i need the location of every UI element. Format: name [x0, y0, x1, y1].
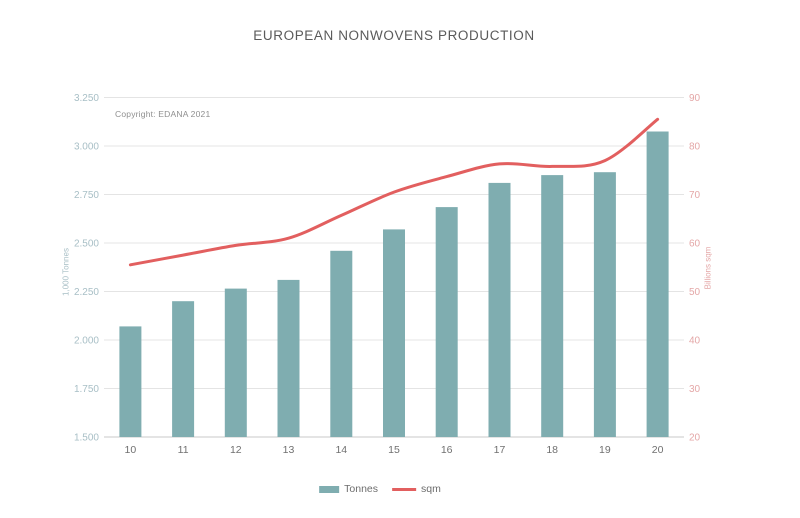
x-axis-tick-label: 11 — [178, 444, 189, 456]
sqm-line — [128, 117, 660, 267]
bar-20 — [646, 131, 669, 437]
bar-17 — [488, 182, 511, 437]
chart-title: EUROPEAN NONWOVENS PRODUCTION — [253, 28, 535, 43]
bar-15 — [383, 229, 405, 437]
x-axis-tick-label: 10 — [125, 444, 137, 456]
bar-18 — [541, 175, 564, 437]
x-axis-tick-label: 14 — [335, 444, 347, 456]
left-axis-tick-label: 2.750 — [74, 190, 99, 201]
legend-item-sqm: sqm — [392, 483, 441, 495]
legend-label-tonnes: Tonnes — [344, 483, 379, 495]
right-axis-tick-label: 20 — [689, 433, 701, 444]
x-axis-tick-label: 18 — [546, 444, 558, 456]
right-axis-tick-label: 80 — [689, 142, 701, 153]
x-axis-tick-label: 17 — [494, 444, 506, 456]
right-axis-tick-label: 90 — [689, 93, 701, 104]
bar-13 — [277, 279, 300, 437]
x-axis-tick-label: 13 — [283, 444, 295, 456]
x-axis-tick-label: 16 — [441, 444, 453, 456]
left-axis-tick-label: 2.000 — [74, 336, 99, 347]
right-axis-tick-label: 50 — [689, 287, 701, 298]
tonnes-swatch-icon — [319, 485, 340, 493]
right-axis-tick-label: 40 — [689, 336, 701, 347]
left-axis-tick-label: 1.500 — [74, 433, 99, 444]
x-axis-tick-label: 15 — [388, 444, 400, 456]
left-axis-tick-label: 1.750 — [74, 384, 99, 395]
left-axis-tick-label: 3.000 — [74, 142, 99, 153]
legend-label-sqm: sqm — [421, 483, 441, 495]
right-axis-tick-label: 30 — [689, 384, 701, 395]
legend: Tonnes sqm — [319, 483, 441, 495]
copyright-annotation: Copyright: EDANA 2021 — [115, 109, 211, 119]
bar-16 — [435, 207, 458, 437]
bar-14 — [330, 250, 353, 437]
right-axis-tick-label: 60 — [689, 239, 701, 250]
right-axis-tick-label: 70 — [689, 190, 701, 201]
sqm-swatch-icon — [392, 487, 417, 491]
bar-11 — [172, 301, 195, 437]
x-axis-tick-label: 19 — [599, 444, 611, 456]
x-axis-tick-label: 12 — [230, 444, 242, 456]
x-axis-tick-label: 20 — [652, 444, 664, 456]
bar-19 — [593, 172, 616, 437]
left-axis-tick-label: 3.250 — [74, 93, 99, 104]
bar-12 — [224, 288, 247, 437]
left-axis-tick-label: 2.250 — [74, 287, 99, 298]
bar-10 — [119, 326, 142, 437]
left-axis-tick-label: 2.500 — [74, 239, 99, 250]
legend-item-tonnes: Tonnes — [319, 483, 378, 495]
